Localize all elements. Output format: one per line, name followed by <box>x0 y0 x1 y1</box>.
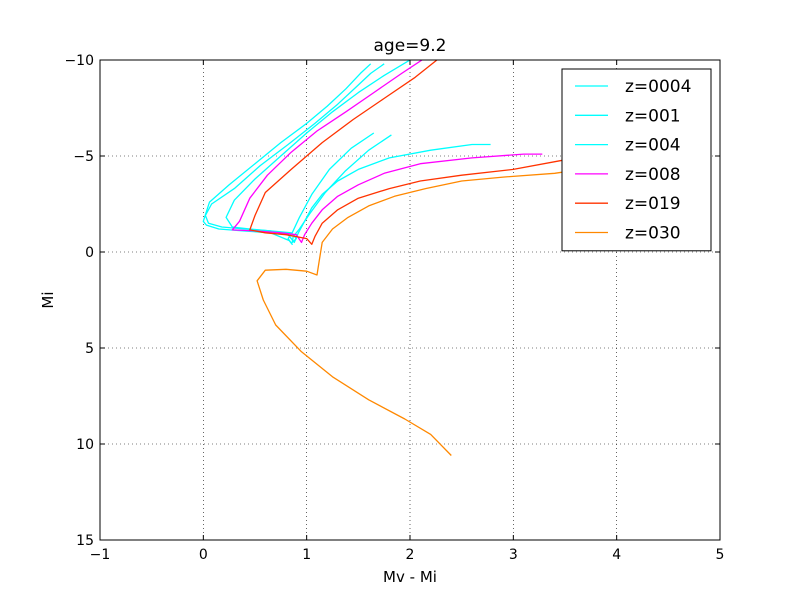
legend-entry-label: z=004 <box>625 136 681 156</box>
y-tick-label: −10 <box>64 53 94 69</box>
x-tick-label: −1 <box>90 547 111 563</box>
y-tick-label: 5 <box>85 341 94 357</box>
series-line-z-030 <box>257 166 606 456</box>
legend-entry-label: z=019 <box>625 194 681 214</box>
chart-title: age=9.2 <box>374 36 447 56</box>
y-axis-title: Mi <box>39 291 57 308</box>
legend: z=0004 z=001 z=004 z=008 z=019 z=030 <box>562 69 711 251</box>
x-axis-title: Mv - Mi <box>383 568 437 586</box>
x-tick-label: 5 <box>716 547 725 563</box>
series-line-z-001 <box>205 64 391 243</box>
x-tick-label: 0 <box>199 547 208 563</box>
legend-entry-label: z=008 <box>625 165 681 185</box>
y-tick-label: −5 <box>73 149 94 165</box>
series-line-z-004 <box>226 60 491 242</box>
legend-entry-label: z=001 <box>625 106 681 126</box>
y-tick-label: 15 <box>76 533 94 549</box>
legend-entry-label: z=0004 <box>625 77 691 97</box>
y-tick-label: 0 <box>85 245 94 261</box>
x-tick-label: 3 <box>509 547 518 563</box>
x-tick-label: 2 <box>406 547 415 563</box>
x-tick-label: 1 <box>302 547 311 563</box>
x-tick-label: 4 <box>612 547 621 563</box>
series-line-z-008 <box>232 54 542 242</box>
legend-entry-label: z=030 <box>625 224 681 244</box>
series-line-z-019 <box>250 49 607 245</box>
y-tick-label: 10 <box>76 437 94 453</box>
